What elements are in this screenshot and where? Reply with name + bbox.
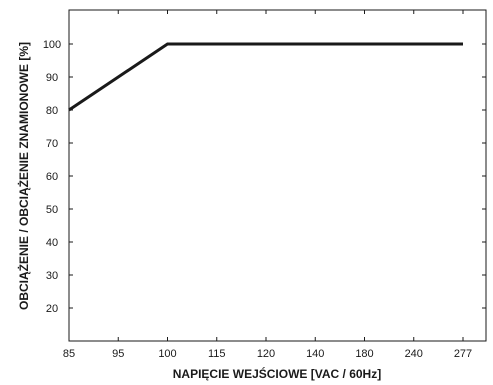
x-tick-label: 100 — [158, 348, 176, 360]
plot-frame — [68, 9, 487, 342]
y-tick-label: 20 — [46, 303, 58, 315]
x-axis-ticks: 85 95 100 115 120 140 180 240 277 — [63, 10, 472, 360]
series-line — [68, 42, 463, 112]
x-tick-label: 95 — [112, 348, 124, 360]
x-axis-title: NAPIĘCIE WEJŚCIOWE [VAC / 60Hz] — [173, 366, 381, 381]
y-tick-label: 60 — [46, 171, 58, 183]
x-tick-label: 120 — [257, 348, 275, 360]
y-tick-label: 40 — [46, 237, 58, 249]
y-tick-label: 30 — [46, 270, 58, 282]
x-tick-label: 140 — [306, 348, 324, 360]
y-tick-label: 80 — [46, 105, 58, 117]
y-tick-label: 100 — [43, 39, 61, 51]
x-tick-label: 115 — [208, 348, 226, 360]
x-tick-label: 85 — [63, 348, 75, 360]
x-tick-label: 277 — [454, 348, 472, 360]
y-tick-label: 90 — [46, 72, 58, 84]
y-axis-title: OBCIĄŻENIE / OBCIĄŻENIE ZNAMIONOWE [%] — [16, 42, 31, 310]
y-tick-label: 50 — [46, 204, 58, 216]
y-tick-label: 70 — [46, 138, 58, 150]
x-tick-label: 240 — [405, 348, 423, 360]
x-tick-label: 180 — [355, 348, 373, 360]
y-axis-ticks: 20 30 40 50 60 70 80 90 100 — [43, 39, 486, 315]
